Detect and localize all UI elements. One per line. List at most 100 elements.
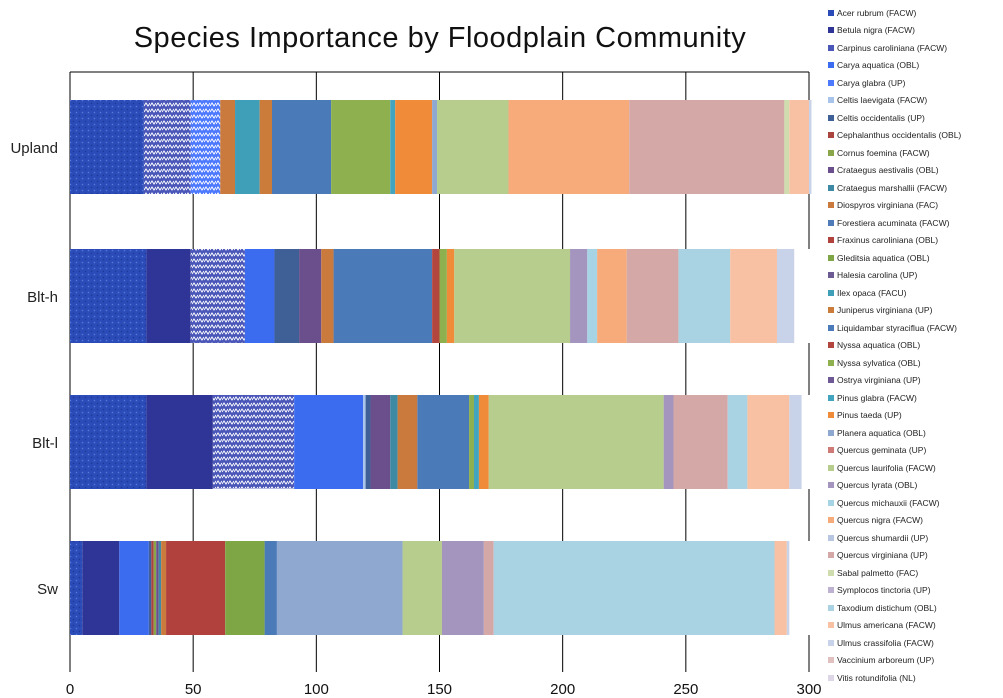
bar-segment: [446, 249, 455, 343]
legend-label: Celtis laevigata (FACW): [837, 95, 928, 105]
legend-item: Carpinus caroliniana (FACW): [828, 39, 947, 56]
legend-swatch: [828, 534, 834, 541]
bar-segment: [119, 541, 149, 635]
legend-item: Quercus shumardii (UP): [828, 529, 928, 546]
bar-segment: [370, 395, 391, 489]
bar-segment: [363, 395, 366, 489]
bar-segment: [727, 395, 748, 489]
legend-item: Taxodium distichum (OBL): [828, 599, 937, 616]
bar-segment: [439, 249, 447, 343]
y-category-label: Blt-h: [27, 289, 58, 306]
bar-segment: [473, 395, 479, 489]
legend-swatch: [828, 394, 834, 401]
bar-segment: [156, 541, 159, 635]
bar-segment: [493, 541, 775, 635]
bar-segment: [321, 249, 334, 343]
bar-segment: [809, 100, 812, 194]
x-tick-label: 200: [550, 681, 575, 698]
legend-label: Pinus glabra (FACW): [837, 392, 917, 403]
legend-label: Carya aquatica (OBL): [837, 60, 920, 70]
x-tick-label: 100: [304, 681, 329, 698]
legend-label: Celtis occidentalis (UP): [837, 112, 925, 123]
bar-segment: [158, 541, 162, 635]
legend-label: Carpinus caroliniana (FACW): [837, 42, 948, 53]
legend-item: Cornus foemina (FACW): [828, 144, 930, 161]
legend-swatch: [828, 412, 834, 418]
legend-label: Crataegus aestivalis (OBL): [837, 165, 939, 175]
x-tick-label: 250: [673, 681, 698, 698]
legend-item: Vaccinium arboreum (UP): [828, 652, 934, 669]
bar-segment: [402, 541, 442, 635]
legend-item: Juniperus virginiana (UP): [828, 302, 932, 319]
legend-label: Pinus taeda (UP): [837, 410, 902, 420]
bar-segment: [153, 541, 157, 635]
legend-item: Nyssa aquatica (OBL): [828, 337, 920, 354]
legend-item: Pinus glabra (FACW): [828, 389, 917, 406]
bars-layer: [70, 100, 812, 635]
bar-segment: [235, 100, 260, 194]
legend-item: Pinus taeda (UP): [828, 407, 902, 424]
bar-segment: [390, 100, 396, 194]
x-tick-label: 300: [796, 681, 821, 698]
legend-item: Quercus virginiana (UP): [828, 547, 928, 564]
legend-item: Halesia carolina (UP): [828, 267, 917, 284]
legend-item: Quercus lyrata (OBL): [828, 477, 917, 494]
bar-segment: [212, 395, 295, 489]
bar-segment: [294, 395, 364, 489]
x-tick-label: 50: [185, 681, 202, 698]
legend-item: Vitis rotundifolia (NL): [828, 669, 916, 686]
bar-segment: [417, 395, 470, 489]
bar-segment: [70, 395, 147, 489]
bar-segment: [82, 541, 120, 635]
legend-item: Crataegus marshallii (FACW): [828, 179, 947, 196]
legend-swatch: [828, 184, 834, 191]
x-tick-label: 0: [66, 681, 74, 698]
bar-segment: [148, 541, 152, 635]
bar-segment: [244, 249, 275, 343]
legend-label: Quercus nigra (FACW): [837, 515, 923, 525]
legend-item: Symplocos tinctoria (UP): [828, 582, 931, 599]
legend-swatch: [828, 377, 834, 383]
legend-swatch: [828, 97, 834, 103]
bar-segment: [220, 100, 236, 194]
legend-item: Carya aquatica (OBL): [828, 57, 919, 74]
legend-label: Nyssa sylvatica (OBL): [837, 357, 921, 368]
legend-swatch: [828, 604, 834, 611]
legend-label: Forestiera acuminata (FACW): [837, 217, 950, 228]
bar-segment: [488, 395, 664, 489]
legend-item: Cephalanthus occidentalis (OBL): [828, 127, 961, 144]
bar-segment: [146, 395, 213, 489]
legend-label: Nyssa aquatica (OBL): [837, 340, 921, 350]
legend-swatch: [828, 674, 834, 681]
bar-segment: [333, 249, 433, 343]
legend-item: Ulmus crassifolia (FACW): [828, 634, 934, 651]
legend-swatch: [828, 237, 834, 243]
legend-swatch: [828, 44, 834, 51]
legend-label: Carya glabra (UP): [837, 77, 906, 88]
legend-label: Diospyros virginiana (FAC): [837, 200, 939, 210]
bar-segment: [397, 395, 418, 489]
legend-item: Celtis occidentalis (UP): [828, 109, 925, 126]
bar-segment: [678, 249, 731, 343]
legend-label: Quercus virginiana (UP): [837, 550, 928, 560]
bar-segment: [70, 100, 144, 194]
legend-item: Ilex opaca (FACU): [828, 284, 906, 301]
bar-segment: [730, 249, 777, 343]
legend-swatch: [828, 499, 834, 506]
legend-label: Sabal palmetto (FAC): [837, 567, 919, 578]
bar-segment: [673, 395, 728, 489]
legend-swatch: [828, 464, 834, 471]
bar-segment: [587, 249, 598, 343]
legend-label: Vitis rotundifolia (NL): [837, 672, 916, 683]
legend-item: Liquidambar styraciflua (FACW): [828, 319, 957, 336]
legend-label: Halesia carolina (UP): [837, 270, 918, 280]
legend-label: Betula nigra (FACW): [837, 25, 915, 35]
bar-segment: [774, 541, 787, 635]
legend-swatch: [828, 62, 834, 68]
legend-swatch: [828, 359, 834, 366]
legend-item: Gleditsia aquatica (OBL): [828, 249, 930, 266]
bar-segment: [161, 541, 167, 635]
legend-swatch: [828, 202, 834, 208]
x-tick-label: 150: [427, 681, 452, 698]
legend-label: Quercus laurifolia (FACW): [837, 462, 936, 473]
